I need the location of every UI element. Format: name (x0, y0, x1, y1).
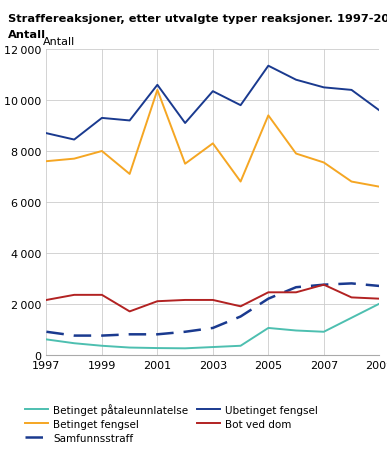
Text: Straffereaksjoner, etter utvalgte typer reaksjoner. 1997-2009.: Straffereaksjoner, etter utvalgte typer … (8, 14, 387, 24)
Text: Antall: Antall (8, 30, 46, 40)
Legend: Betinget påtaleunnlatelse, Betinget fengsel, Samfunnsstraff, Ubetinget fengsel, : Betinget påtaleunnlatelse, Betinget feng… (25, 403, 318, 443)
Text: Antall: Antall (43, 37, 75, 47)
